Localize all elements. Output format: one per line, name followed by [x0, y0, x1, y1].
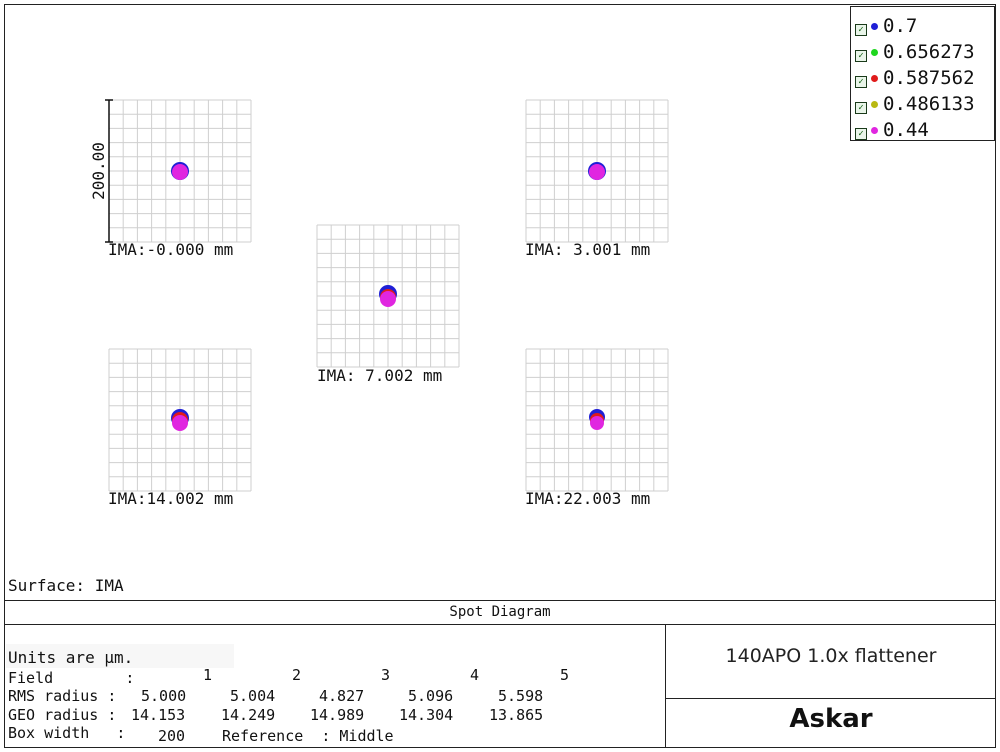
spot-mark — [172, 164, 188, 180]
spot-label-4: IMA:14.002 mm — [108, 489, 234, 508]
legend-item-3[interactable]: ✓ 0.587562 — [855, 65, 975, 91]
legend-label: 0.656273 — [883, 41, 975, 63]
color-dot-icon — [871, 49, 878, 56]
rms-value-3: 4.827 — [319, 687, 365, 705]
wavelength-legend: ✓ 0.7 ✓ 0.656273 ✓ 0.587562 ✓ 0.486133 ✓ 0.44 — [850, 6, 995, 141]
units-highlight — [6, 644, 234, 668]
legend-item-5[interactable]: ✓ 0.44 — [855, 117, 929, 143]
color-dot-icon — [871, 75, 878, 82]
brand-logo: Askar — [789, 704, 873, 734]
legend-item-1[interactable]: ✓ 0.7 — [855, 13, 917, 39]
geo-value-3: 14.989 — [310, 706, 365, 724]
geo-value-4: 14.304 — [399, 706, 454, 724]
color-dot-icon — [871, 127, 878, 134]
spot-grid-1 — [108, 99, 252, 243]
units-text: Units are µm. — [8, 648, 134, 667]
reference-text: Reference : Middle — [222, 727, 394, 745]
diagram-title: Spot Diagram — [449, 604, 551, 620]
spot-label-5: IMA:22.003 mm — [525, 489, 651, 508]
spot-mark — [380, 291, 396, 307]
geo-label: GEO radius : — [8, 706, 117, 724]
rms-value-5: 5.598 — [498, 687, 544, 705]
geo-value-2: 14.249 — [221, 706, 276, 724]
spot-grid-2 — [525, 99, 669, 243]
scale-label: 200.00 — [89, 142, 108, 200]
legend-label: 0.44 — [883, 119, 929, 141]
surface-label: Surface: IMA — [8, 576, 124, 595]
geo-value-1: 14.153 — [131, 706, 186, 724]
legend-item-2[interactable]: ✓ 0.656273 — [855, 39, 975, 65]
checkbox-icon[interactable]: ✓ — [855, 24, 867, 36]
divider — [665, 625, 666, 748]
checkbox-icon[interactable]: ✓ — [855, 50, 867, 62]
color-dot-icon — [871, 23, 878, 30]
plot-frame — [4, 4, 996, 748]
rms-value-2: 5.004 — [230, 687, 276, 705]
field-value-3: 3 — [381, 666, 391, 684]
field-value-5: 5 — [560, 666, 570, 684]
field-label: Field : — [8, 669, 135, 687]
spot-mark — [172, 415, 188, 431]
box-width-value: 200 — [158, 727, 186, 745]
field-value-1: 1 — [203, 666, 213, 684]
geo-value-5: 13.865 — [489, 706, 544, 724]
rms-label: RMS radius : — [8, 687, 117, 705]
legend-item-4[interactable]: ✓ 0.486133 — [855, 91, 975, 117]
spot-mark — [589, 164, 605, 180]
divider — [4, 624, 996, 625]
lens-description: 140APO 1.0x flattener — [725, 645, 937, 667]
spot-grid-4 — [108, 348, 252, 492]
field-value-2: 2 — [292, 666, 302, 684]
divider — [4, 600, 996, 601]
spot-label-1: IMA:-0.000 mm — [108, 240, 234, 259]
checkbox-icon[interactable]: ✓ — [855, 102, 867, 114]
legend-label: 0.486133 — [883, 93, 975, 115]
checkbox-icon[interactable]: ✓ — [855, 76, 867, 88]
spot-mark — [590, 416, 604, 430]
spot-label-3: IMA: 7.002 mm — [317, 366, 443, 385]
color-dot-icon — [871, 101, 878, 108]
legend-label: 0.587562 — [883, 67, 975, 89]
spot-grid-3 — [316, 224, 460, 368]
rms-value-1: 5.000 — [141, 687, 187, 705]
field-value-4: 4 — [470, 666, 480, 684]
checkbox-icon[interactable]: ✓ — [855, 128, 867, 140]
box-width-label: Box width : — [8, 724, 126, 742]
spot-label-2: IMA: 3.001 mm — [525, 240, 651, 259]
legend-label: 0.7 — [883, 15, 918, 37]
rms-value-4: 5.096 — [408, 687, 454, 705]
spot-grid-5 — [525, 348, 669, 492]
divider — [665, 698, 996, 699]
